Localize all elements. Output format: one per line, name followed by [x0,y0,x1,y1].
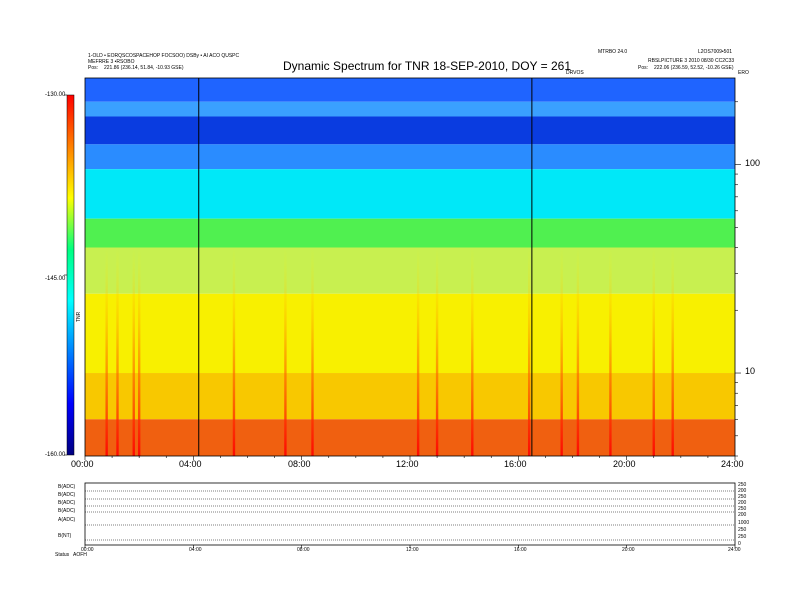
spectrogram-bands [85,78,735,456]
chart-title: Dynamic Spectrum for TNR 18-SEP-2010, DO… [283,59,572,73]
spectrum-band [85,169,735,219]
radio-burst [609,247,612,456]
lower-panel-lines [85,490,735,541]
radio-burst [435,247,439,456]
spectrogram-bursts [105,247,674,456]
radio-burst [416,247,420,456]
lower-row-label: B(ADC) [58,492,76,498]
x-axis-ticks [84,456,736,460]
header-pos-right-value: 222.06 (236.59, 52.52, -10.26 GSE) [654,65,734,71]
lower-x-tick: 16:00 [514,547,527,553]
lower-right-label: 1000 [738,520,750,526]
spectrum-band [85,293,735,374]
lower-x-axis-ticks [84,545,736,548]
lower-x-tick: 04:00 [189,547,202,553]
radio-burst [560,247,563,456]
radio-burst [137,247,141,456]
lower-x-tick: 08:00 [297,547,310,553]
lower-right-label: 250 [738,506,747,512]
radio-burst [132,247,135,456]
radio-burst [116,247,119,456]
x-tick-label: 12:00 [396,459,419,469]
lower-right-label: 200 [738,512,747,518]
lower-x-tick: 00:00 [81,547,94,553]
lower-footer-aofh: AOFH [73,552,87,558]
lower-row-label: B(ADC) [58,508,76,514]
radio-burst [471,247,474,456]
spectrum-band [85,419,735,456]
x-tick-label: 16:00 [504,459,527,469]
lower-row-label: B(ADC) [58,484,76,490]
x-tick-label: 20:00 [613,459,636,469]
lower-right-label: 0 [738,541,741,547]
lower-row-label: B(ADC) [58,500,76,506]
spectrum-band [85,218,735,248]
header-info-left-1: 1-OLD • EORQSCOSPACEHOP FOCSOO) DSBy • A… [88,53,240,59]
lower-x-tick: 24:00 [728,547,741,553]
lower-right-label: 250 [738,482,747,488]
radio-burst [652,247,655,456]
spectrum-band [85,78,735,102]
x-tick-label: 00:00 [71,459,94,469]
radio-burst [311,247,314,456]
radio-burst [671,247,674,456]
header-info-right-1: MTRBO 24.0 [598,49,628,55]
radio-burst [527,247,531,456]
vertical-markers [198,78,533,456]
x-tick-label: 04:00 [179,459,202,469]
spectrum-band [85,101,735,117]
y-tick-100: 100 [745,158,761,168]
colorbar-tick-top: -130.00 [45,92,66,98]
colorbar-label: TNR [76,311,82,322]
header-pos-left-value: 221.86 (236.14, 51.84, -10.93 GSE) [104,65,184,71]
radio-burst [576,247,580,456]
colorbar-tick-bottom: -160.00 [45,452,66,458]
header-pos-left-label: Pos: [88,65,99,71]
lower-panel-frame [84,482,736,546]
spectrum-band [85,116,735,145]
header-center-small: DRVOS [566,70,584,76]
lower-row-label: A(ADC) [58,517,76,523]
lower-row-label: B(NT) [58,533,72,539]
radio-burst [232,247,236,456]
header-pos-right-label: Pos: [638,65,649,71]
lower-right-label: 250 [738,494,747,500]
x-tick-label: 08:00 [288,459,311,469]
lower-right-label: 250 [738,534,747,540]
colorbar-ticks [64,94,67,456]
lower-x-tick: 20:00 [622,547,635,553]
lower-right-label: 200 [738,500,747,506]
y-axis-ticks [735,101,741,457]
x-tick-label: 24:00 [721,459,744,469]
y-tick-10: 10 [745,366,756,376]
lower-right-label: 250 [738,527,747,533]
lower-right-label: 200 [738,488,747,494]
spectrum-band [85,144,735,170]
spectrum-band [85,247,735,294]
header-info-right-1b: L2OS7009•501 [698,49,733,55]
radio-burst [284,247,287,456]
colorbar [66,94,75,456]
radio-burst [105,247,108,456]
lower-footer-status: Status [55,552,70,558]
header-info-right-2: RBSLPICTURE 3 2010 08/30 CC2C33 [648,58,735,64]
header-info-left-2: MEFRRE 3 •RSOBO [88,59,135,65]
header-right-corner: ERO [738,70,749,76]
colorbar-tick-mid: -145.00 [45,276,66,282]
lower-x-tick: 12:00 [406,547,419,553]
spectrum-band [85,373,735,420]
